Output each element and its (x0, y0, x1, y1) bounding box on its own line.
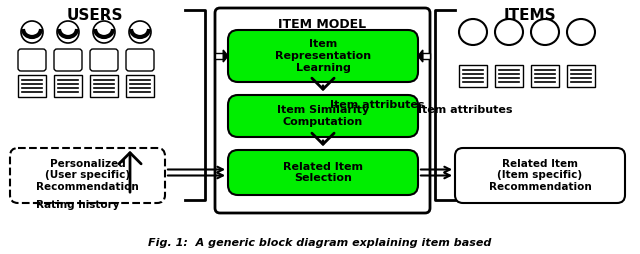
Bar (215, 53, 225, 59)
Text: Item Similarity
Computation: Item Similarity Computation (277, 105, 369, 127)
Ellipse shape (57, 21, 79, 43)
FancyBboxPatch shape (567, 65, 595, 87)
Ellipse shape (531, 19, 559, 45)
Text: ITEMS: ITEMS (504, 8, 556, 23)
Text: Item attributes: Item attributes (418, 105, 512, 115)
FancyBboxPatch shape (455, 148, 625, 203)
FancyBboxPatch shape (90, 75, 118, 97)
Text: Related Item
(Item specific)
Recommendation: Related Item (Item specific) Recommendat… (488, 159, 591, 192)
FancyBboxPatch shape (90, 49, 118, 71)
Polygon shape (223, 50, 228, 62)
Bar (422, 53, 430, 59)
FancyBboxPatch shape (215, 8, 430, 213)
Text: Personalized
(User specific)
Recommendation: Personalized (User specific) Recommendat… (36, 159, 139, 192)
Ellipse shape (495, 19, 523, 45)
FancyBboxPatch shape (228, 30, 418, 82)
FancyBboxPatch shape (531, 65, 559, 87)
FancyBboxPatch shape (126, 49, 154, 71)
FancyBboxPatch shape (54, 49, 82, 71)
FancyBboxPatch shape (495, 65, 523, 87)
Polygon shape (418, 50, 423, 62)
Text: Related Item
Selection: Related Item Selection (283, 162, 363, 183)
Text: ITEM MODEL: ITEM MODEL (278, 18, 367, 31)
FancyBboxPatch shape (126, 75, 154, 97)
Text: Item attributes: Item attributes (330, 100, 424, 110)
FancyBboxPatch shape (54, 75, 82, 97)
Text: USERS: USERS (67, 8, 124, 23)
Text: Rating history: Rating history (36, 200, 120, 210)
FancyBboxPatch shape (10, 148, 165, 203)
FancyBboxPatch shape (228, 150, 418, 195)
FancyBboxPatch shape (228, 95, 418, 137)
FancyBboxPatch shape (18, 75, 46, 97)
Ellipse shape (21, 21, 43, 43)
Ellipse shape (93, 21, 115, 43)
FancyBboxPatch shape (18, 49, 46, 71)
Text: Fig. 1:  A generic block diagram explaining item based: Fig. 1: A generic block diagram explaini… (148, 238, 492, 248)
Ellipse shape (567, 19, 595, 45)
FancyBboxPatch shape (459, 65, 487, 87)
Text: Item
Representation
Learning: Item Representation Learning (275, 39, 371, 73)
Ellipse shape (129, 21, 151, 43)
Ellipse shape (459, 19, 487, 45)
